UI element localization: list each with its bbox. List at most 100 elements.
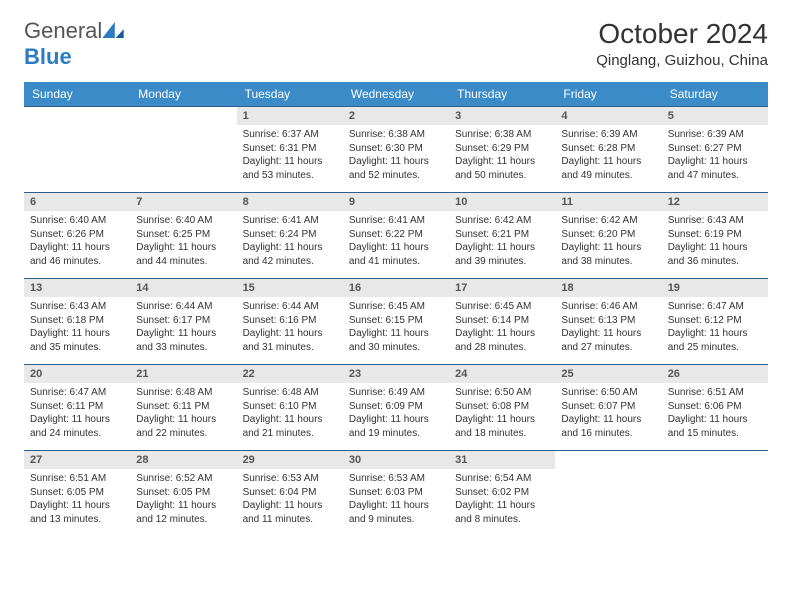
day-details: Sunrise: 6:48 AMSunset: 6:11 PMDaylight:… — [130, 383, 236, 443]
day-details: Sunrise: 6:41 AMSunset: 6:22 PMDaylight:… — [343, 211, 449, 271]
calendar-cell: 10Sunrise: 6:42 AMSunset: 6:21 PMDayligh… — [449, 193, 555, 279]
day-details: Sunrise: 6:48 AMSunset: 6:10 PMDaylight:… — [237, 383, 343, 443]
day-details: Sunrise: 6:47 AMSunset: 6:11 PMDaylight:… — [24, 383, 130, 443]
calendar-cell: 18Sunrise: 6:46 AMSunset: 6:13 PMDayligh… — [555, 279, 661, 365]
calendar-cell: 25Sunrise: 6:50 AMSunset: 6:07 PMDayligh… — [555, 365, 661, 451]
calendar-cell: 23Sunrise: 6:49 AMSunset: 6:09 PMDayligh… — [343, 365, 449, 451]
day-details: Sunrise: 6:37 AMSunset: 6:31 PMDaylight:… — [237, 125, 343, 185]
weekday-header: Sunday — [24, 82, 130, 107]
day-details: Sunrise: 6:40 AMSunset: 6:26 PMDaylight:… — [24, 211, 130, 271]
calendar-row: 13Sunrise: 6:43 AMSunset: 6:18 PMDayligh… — [24, 279, 768, 365]
title-block: October 2024 Qinglang, Guizhou, China — [596, 18, 768, 69]
weekday-header: Saturday — [662, 82, 768, 107]
day-number: 20 — [24, 365, 130, 383]
weekday-header: Wednesday — [343, 82, 449, 107]
day-number: 23 — [343, 365, 449, 383]
day-details: Sunrise: 6:53 AMSunset: 6:04 PMDaylight:… — [237, 469, 343, 529]
day-number: 14 — [130, 279, 236, 297]
calendar-row: 20Sunrise: 6:47 AMSunset: 6:11 PMDayligh… — [24, 365, 768, 451]
calendar-cell: 14Sunrise: 6:44 AMSunset: 6:17 PMDayligh… — [130, 279, 236, 365]
day-number: 3 — [449, 107, 555, 125]
weekday-header: Tuesday — [237, 82, 343, 107]
calendar-cell: 27Sunrise: 6:51 AMSunset: 6:05 PMDayligh… — [24, 451, 130, 537]
calendar-cell: 19Sunrise: 6:47 AMSunset: 6:12 PMDayligh… — [662, 279, 768, 365]
calendar-header-row: SundayMondayTuesdayWednesdayThursdayFrid… — [24, 82, 768, 107]
calendar-cell: 6Sunrise: 6:40 AMSunset: 6:26 PMDaylight… — [24, 193, 130, 279]
weekday-header: Friday — [555, 82, 661, 107]
day-details: Sunrise: 6:47 AMSunset: 6:12 PMDaylight:… — [662, 297, 768, 357]
day-details: Sunrise: 6:38 AMSunset: 6:29 PMDaylight:… — [449, 125, 555, 185]
day-details: Sunrise: 6:41 AMSunset: 6:24 PMDaylight:… — [237, 211, 343, 271]
day-number: 31 — [449, 451, 555, 469]
calendar-cell: 31Sunrise: 6:54 AMSunset: 6:02 PMDayligh… — [449, 451, 555, 537]
calendar-body: 1Sunrise: 6:37 AMSunset: 6:31 PMDaylight… — [24, 107, 768, 537]
day-number: 10 — [449, 193, 555, 211]
calendar-cell — [555, 451, 661, 537]
calendar-cell: 16Sunrise: 6:45 AMSunset: 6:15 PMDayligh… — [343, 279, 449, 365]
calendar-cell — [130, 107, 236, 193]
calendar-cell: 12Sunrise: 6:43 AMSunset: 6:19 PMDayligh… — [662, 193, 768, 279]
day-details: Sunrise: 6:51 AMSunset: 6:05 PMDaylight:… — [24, 469, 130, 529]
weekday-header: Thursday — [449, 82, 555, 107]
calendar-cell: 29Sunrise: 6:53 AMSunset: 6:04 PMDayligh… — [237, 451, 343, 537]
day-number: 5 — [662, 107, 768, 125]
day-number: 29 — [237, 451, 343, 469]
location-text: Qinglang, Guizhou, China — [596, 52, 768, 69]
day-number: 1 — [237, 107, 343, 125]
day-details: Sunrise: 6:54 AMSunset: 6:02 PMDaylight:… — [449, 469, 555, 529]
calendar-cell: 8Sunrise: 6:41 AMSunset: 6:24 PMDaylight… — [237, 193, 343, 279]
calendar-cell: 13Sunrise: 6:43 AMSunset: 6:18 PMDayligh… — [24, 279, 130, 365]
day-details: Sunrise: 6:40 AMSunset: 6:25 PMDaylight:… — [130, 211, 236, 271]
day-details: Sunrise: 6:39 AMSunset: 6:27 PMDaylight:… — [662, 125, 768, 185]
calendar-cell: 28Sunrise: 6:52 AMSunset: 6:05 PMDayligh… — [130, 451, 236, 537]
day-details: Sunrise: 6:43 AMSunset: 6:19 PMDaylight:… — [662, 211, 768, 271]
day-number: 7 — [130, 193, 236, 211]
calendar-cell: 24Sunrise: 6:50 AMSunset: 6:08 PMDayligh… — [449, 365, 555, 451]
day-details: Sunrise: 6:44 AMSunset: 6:16 PMDaylight:… — [237, 297, 343, 357]
calendar-cell: 11Sunrise: 6:42 AMSunset: 6:20 PMDayligh… — [555, 193, 661, 279]
day-details: Sunrise: 6:39 AMSunset: 6:28 PMDaylight:… — [555, 125, 661, 185]
month-title: October 2024 — [596, 18, 768, 50]
calendar-row: 1Sunrise: 6:37 AMSunset: 6:31 PMDaylight… — [24, 107, 768, 193]
sail-icon — [102, 22, 124, 38]
day-number: 30 — [343, 451, 449, 469]
brand-text: General Blue — [24, 18, 124, 70]
day-number: 26 — [662, 365, 768, 383]
day-details: Sunrise: 6:50 AMSunset: 6:07 PMDaylight:… — [555, 383, 661, 443]
calendar-cell: 15Sunrise: 6:44 AMSunset: 6:16 PMDayligh… — [237, 279, 343, 365]
day-number: 16 — [343, 279, 449, 297]
page-header: General Blue October 2024 Qinglang, Guiz… — [24, 18, 768, 70]
calendar-row: 27Sunrise: 6:51 AMSunset: 6:05 PMDayligh… — [24, 451, 768, 537]
calendar-cell: 5Sunrise: 6:39 AMSunset: 6:27 PMDaylight… — [662, 107, 768, 193]
day-number: 19 — [662, 279, 768, 297]
day-number: 9 — [343, 193, 449, 211]
day-details: Sunrise: 6:44 AMSunset: 6:17 PMDaylight:… — [130, 297, 236, 357]
day-details: Sunrise: 6:49 AMSunset: 6:09 PMDaylight:… — [343, 383, 449, 443]
day-details: Sunrise: 6:38 AMSunset: 6:30 PMDaylight:… — [343, 125, 449, 185]
day-details: Sunrise: 6:46 AMSunset: 6:13 PMDaylight:… — [555, 297, 661, 357]
calendar-cell: 17Sunrise: 6:45 AMSunset: 6:14 PMDayligh… — [449, 279, 555, 365]
day-number: 18 — [555, 279, 661, 297]
day-number: 22 — [237, 365, 343, 383]
day-details: Sunrise: 6:45 AMSunset: 6:15 PMDaylight:… — [343, 297, 449, 357]
calendar-table: SundayMondayTuesdayWednesdayThursdayFrid… — [24, 82, 768, 537]
day-number: 13 — [24, 279, 130, 297]
calendar-cell — [662, 451, 768, 537]
calendar-row: 6Sunrise: 6:40 AMSunset: 6:26 PMDaylight… — [24, 193, 768, 279]
day-details: Sunrise: 6:45 AMSunset: 6:14 PMDaylight:… — [449, 297, 555, 357]
day-details: Sunrise: 6:42 AMSunset: 6:21 PMDaylight:… — [449, 211, 555, 271]
day-number: 28 — [130, 451, 236, 469]
calendar-cell: 20Sunrise: 6:47 AMSunset: 6:11 PMDayligh… — [24, 365, 130, 451]
day-details: Sunrise: 6:50 AMSunset: 6:08 PMDaylight:… — [449, 383, 555, 443]
calendar-cell: 30Sunrise: 6:53 AMSunset: 6:03 PMDayligh… — [343, 451, 449, 537]
day-number: 27 — [24, 451, 130, 469]
day-details: Sunrise: 6:51 AMSunset: 6:06 PMDaylight:… — [662, 383, 768, 443]
calendar-cell: 26Sunrise: 6:51 AMSunset: 6:06 PMDayligh… — [662, 365, 768, 451]
calendar-cell: 22Sunrise: 6:48 AMSunset: 6:10 PMDayligh… — [237, 365, 343, 451]
day-number: 8 — [237, 193, 343, 211]
day-details: Sunrise: 6:53 AMSunset: 6:03 PMDaylight:… — [343, 469, 449, 529]
calendar-cell — [24, 107, 130, 193]
brand-part2: Blue — [24, 44, 72, 69]
day-number: 25 — [555, 365, 661, 383]
day-number: 12 — [662, 193, 768, 211]
